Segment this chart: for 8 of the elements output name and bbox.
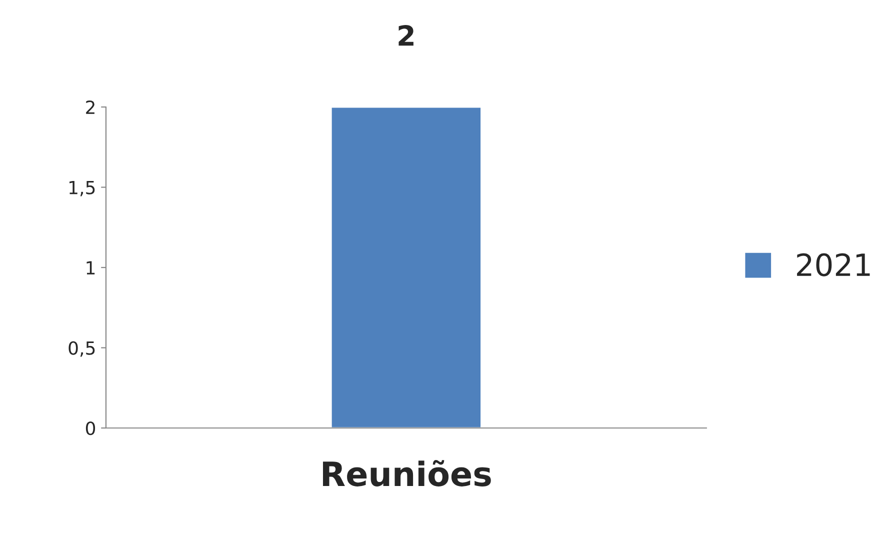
- y-tick-label: 0,5: [68, 341, 95, 357]
- x-tick-label: Reuniões: [322, 460, 491, 486]
- data-label: 2: [398, 25, 414, 46]
- y-tick-label: 1: [86, 261, 95, 274]
- legend-label: 2021: [797, 253, 870, 276]
- y-tick-label: 2: [86, 100, 94, 114]
- y-tick-label: 0: [86, 421, 96, 436]
- y-tick-label: 1,5: [70, 180, 95, 196]
